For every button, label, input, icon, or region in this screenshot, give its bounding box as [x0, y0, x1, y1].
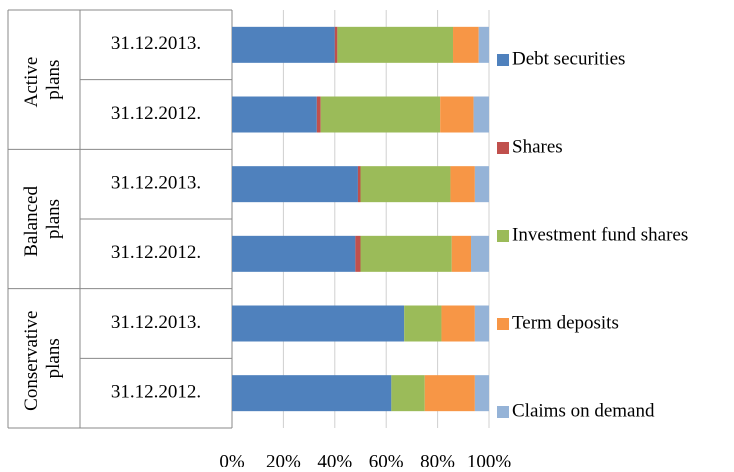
- bar-segment: [440, 96, 474, 133]
- legend-label: Investment fund shares: [512, 224, 688, 245]
- bar-segment: [474, 305, 489, 342]
- category-label: 31.12.2013.: [111, 312, 201, 333]
- legend-swatch: [497, 54, 509, 66]
- bar-segment: [232, 96, 317, 133]
- legend-label: Term deposits: [512, 312, 619, 333]
- x-tick-label: 80%: [420, 451, 455, 467]
- bar-segment: [232, 375, 392, 412]
- x-tick-label: 20%: [266, 451, 301, 467]
- bar-segment: [478, 26, 489, 63]
- category-label: 31.12.2012.: [111, 103, 201, 124]
- bar-segment: [232, 305, 405, 342]
- bar-segment: [316, 96, 321, 133]
- bar-segment: [360, 235, 452, 272]
- category-label: 31.12.2012.: [111, 382, 201, 403]
- legend-label: Debt securities: [512, 48, 625, 69]
- bar-segment: [424, 375, 475, 412]
- bar-segment: [473, 96, 489, 133]
- x-tick-label: 60%: [369, 451, 404, 467]
- bar-segment: [474, 375, 489, 412]
- bar-segment: [355, 235, 361, 272]
- bar-segment: [357, 166, 361, 203]
- x-tick-label: 100%: [467, 451, 512, 467]
- bar-segment: [441, 305, 475, 342]
- legend-swatch: [497, 230, 509, 242]
- bar-segment: [450, 166, 475, 203]
- group-label: Active plans: [21, 52, 64, 107]
- bar-segment: [391, 375, 425, 412]
- bar-segment: [474, 166, 489, 203]
- bar-segment: [232, 166, 358, 203]
- bar-segment: [320, 96, 441, 133]
- bar-segment: [453, 26, 479, 63]
- legend-swatch: [497, 318, 509, 330]
- category-label: 31.12.2013.: [111, 173, 201, 194]
- category-label: 31.12.2013.: [111, 33, 201, 54]
- bar-segment: [232, 235, 356, 272]
- bar-segment: [360, 166, 451, 203]
- bar-segment: [232, 26, 335, 63]
- category-label: 31.12.2012.: [111, 242, 201, 263]
- legend-label: Shares: [512, 136, 563, 157]
- bar-segment: [404, 305, 442, 342]
- bar-segment: [337, 26, 454, 63]
- legend-swatch: [497, 406, 509, 418]
- group-label: Conservative plans: [21, 306, 64, 411]
- bar-segment: [451, 235, 472, 272]
- bar-segment: [471, 235, 489, 272]
- x-tick-label: 40%: [317, 451, 352, 467]
- group-label: Balanced plans: [21, 181, 64, 256]
- legend-label: Claims on demand: [512, 400, 655, 421]
- bar-segment: [334, 26, 338, 63]
- x-tick-label: 0%: [219, 451, 245, 467]
- legend-swatch: [497, 142, 509, 154]
